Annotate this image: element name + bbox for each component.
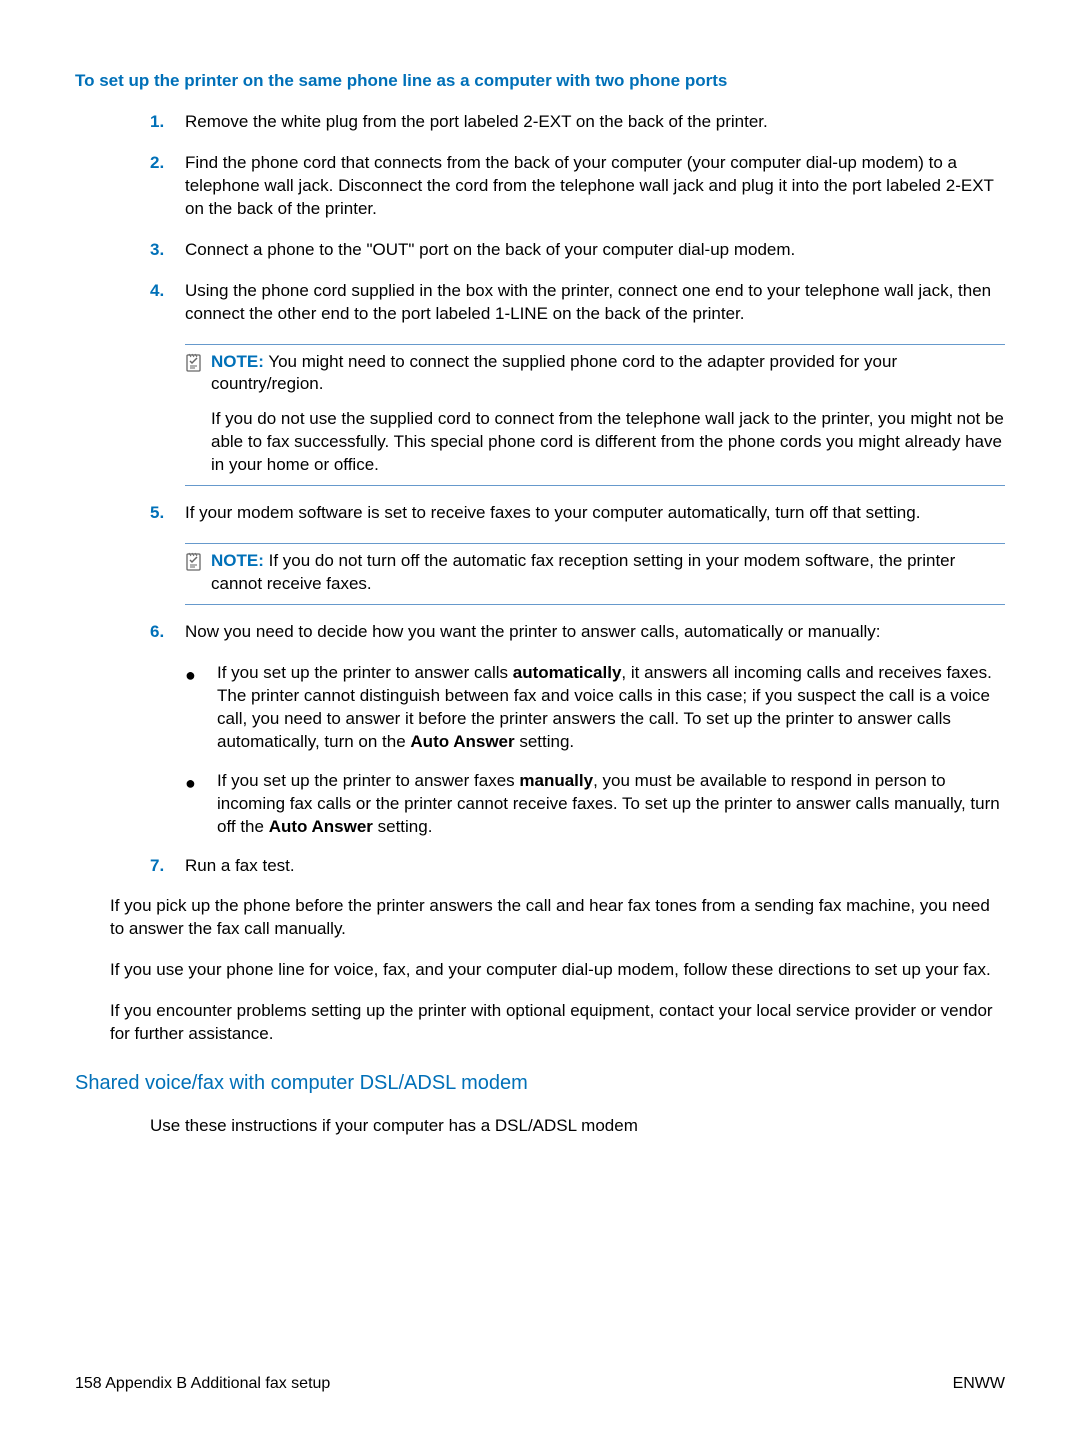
page-footer: 158 Appendix B Additional fax setup ENWW	[75, 1373, 1005, 1395]
step-text: If your modem software is set to receive…	[185, 502, 1005, 525]
step-4: 4. Using the phone cord supplied in the …	[150, 280, 1005, 326]
note-icon	[185, 550, 211, 596]
note-para-1: If you do not turn off the automatic fax…	[211, 551, 955, 593]
text-span: If you set up the printer to answer faxe…	[217, 771, 519, 790]
bullet-text: If you set up the printer to answer faxe…	[217, 770, 1005, 839]
step-7: 7. Run a fax test.	[150, 855, 1005, 878]
note-box-1: NOTE: You might need to connect the supp…	[185, 344, 1005, 487]
bullet-marker: ●	[185, 770, 217, 839]
step-number: 4.	[150, 280, 185, 326]
bullet-item-1: ● If you set up the printer to answer ca…	[185, 662, 1005, 754]
heading-shared-voice-fax: Shared voice/fax with computer DSL/ADSL …	[75, 1070, 1005, 1097]
bold-span: manually	[519, 771, 593, 790]
step-text: Remove the white plug from the port labe…	[185, 111, 1005, 134]
text-span: setting.	[373, 817, 433, 836]
bold-span: automatically	[513, 663, 622, 682]
step-6: 6. Now you need to decide how you want t…	[150, 621, 1005, 644]
note-box-2: NOTE: If you do not turn off the automat…	[185, 543, 1005, 605]
text-span: If you set up the printer to answer call…	[217, 663, 513, 682]
note-label: NOTE:	[211, 352, 264, 371]
bullet-marker: ●	[185, 662, 217, 754]
step-5: 5. If your modem software is set to rece…	[150, 502, 1005, 525]
step-number: 2.	[150, 152, 185, 221]
step-text: Connect a phone to the "OUT" port on the…	[185, 239, 1005, 262]
paragraph-2: If you use your phone line for voice, fa…	[110, 959, 1005, 982]
text-span: setting.	[515, 732, 575, 751]
footer-right: ENWW	[953, 1373, 1005, 1395]
bold-span: Auto Answer	[410, 732, 514, 751]
note-text: NOTE: You might need to connect the supp…	[211, 351, 1005, 478]
step-number: 7.	[150, 855, 185, 878]
page-content: To set up the printer on the same phone …	[0, 0, 1080, 1138]
note-text: NOTE: If you do not turn off the automat…	[211, 550, 1005, 596]
note-para-1: You might need to connect the supplied p…	[211, 352, 897, 394]
footer-left: 158 Appendix B Additional fax setup	[75, 1373, 330, 1395]
step-1: 1. Remove the white plug from the port l…	[150, 111, 1005, 134]
step-3: 3. Connect a phone to the "OUT" port on …	[150, 239, 1005, 262]
note-icon	[185, 351, 211, 478]
bullet-item-2: ● If you set up the printer to answer fa…	[185, 770, 1005, 839]
step-text: Using the phone cord supplied in the box…	[185, 280, 1005, 326]
step-number: 5.	[150, 502, 185, 525]
step-text: Find the phone cord that connects from t…	[185, 152, 1005, 221]
step-number: 3.	[150, 239, 185, 262]
step-text: Run a fax test.	[185, 855, 1005, 878]
note-label: NOTE:	[211, 551, 264, 570]
bold-span: Auto Answer	[269, 817, 373, 836]
paragraph-1: If you pick up the phone before the prin…	[110, 895, 1005, 941]
step-text: Now you need to decide how you want the …	[185, 621, 1005, 644]
paragraph-3: If you encounter problems setting up the…	[110, 1000, 1005, 1046]
bullet-text: If you set up the printer to answer call…	[217, 662, 1005, 754]
step-number: 6.	[150, 621, 185, 644]
bullet-list: ● If you set up the printer to answer ca…	[185, 662, 1005, 839]
heading-subtext: Use these instructions if your computer …	[150, 1115, 1005, 1138]
note-para-2: If you do not use the supplied cord to c…	[211, 408, 1005, 477]
section-title: To set up the printer on the same phone …	[75, 70, 1005, 93]
step-number: 1.	[150, 111, 185, 134]
step-2: 2. Find the phone cord that connects fro…	[150, 152, 1005, 221]
ordered-list: 1. Remove the white plug from the port l…	[150, 111, 1005, 878]
